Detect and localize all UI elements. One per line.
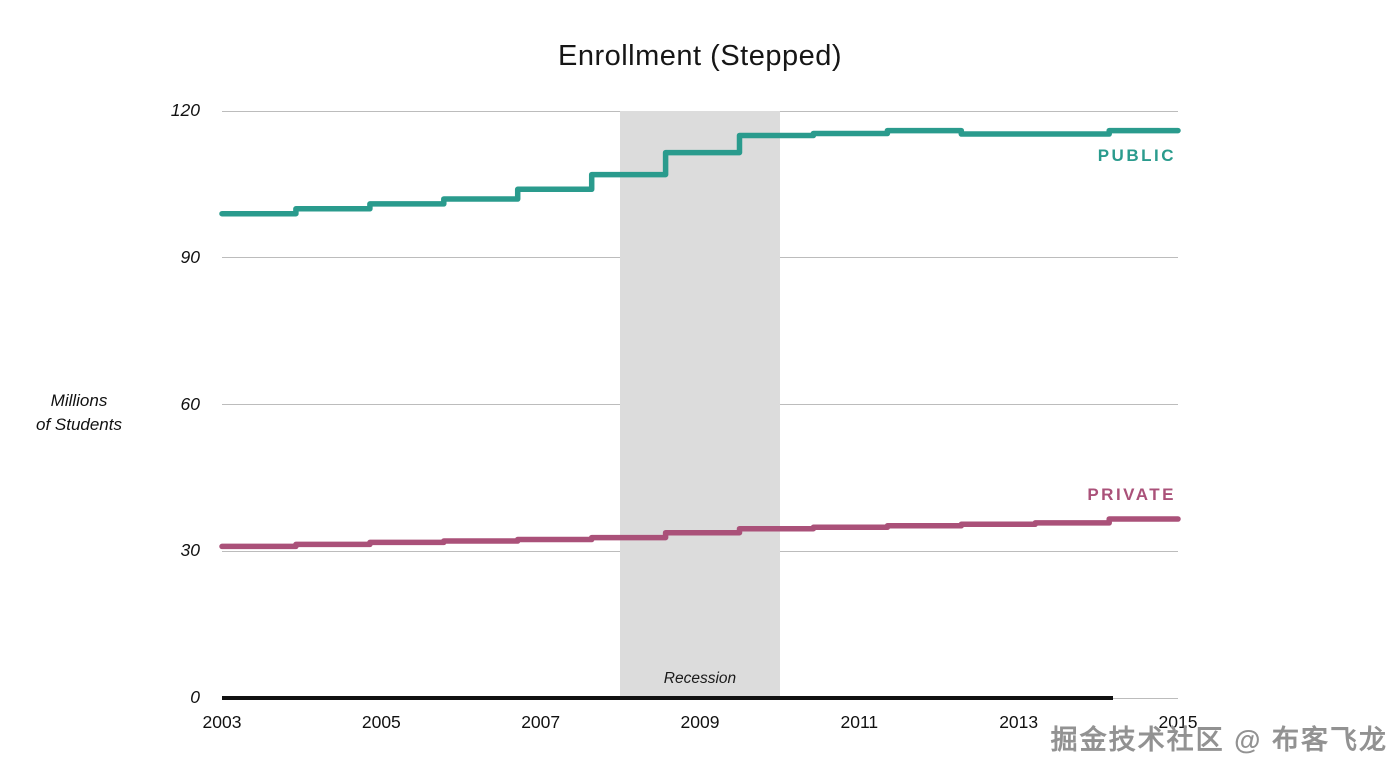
y-axis-tick-label: 120 <box>170 100 200 120</box>
y-axis-tick-label: 60 <box>180 393 200 414</box>
private-line <box>219 516 1181 550</box>
x-axis-tick-label: 2003 <box>202 712 242 732</box>
x-axis-tick-label: 2011 <box>840 712 879 732</box>
y-axis-title-line2: of Students <box>35 415 122 434</box>
plot-area: Recession PUBLIC PRIVATE <box>219 110 1181 699</box>
y-axis-title: Millions of Students <box>18 389 140 437</box>
watermark: 掘金技术社区 @ 布客飞龙 <box>1050 725 1388 755</box>
x-axis-line <box>222 696 1113 700</box>
y-axis-tick-label: 90 <box>180 246 200 267</box>
x-axis-tick-label: 2005 <box>361 712 401 732</box>
x-axis-tick-label: 2009 <box>680 712 720 732</box>
chart-title: Enrollment (Stepped) <box>557 40 843 72</box>
y-axis-tick-label: 30 <box>180 540 200 561</box>
series-label-public: PUBLIC <box>1097 145 1176 165</box>
step-lines-canvas <box>219 127 1181 550</box>
public-line <box>219 127 1181 217</box>
recession-label: Recession <box>663 670 737 687</box>
recession-band: Recession <box>620 111 780 698</box>
x-axis-tick-label: 2007 <box>521 712 561 732</box>
y-axis-tick-label: 0 <box>190 687 200 707</box>
y-axis-title-line1: Millions <box>50 391 108 410</box>
series-label-private: PRIVATE <box>1087 484 1176 504</box>
x-axis-tick-label: 2013 <box>999 712 1039 732</box>
x-axis-tick-label: 2015 <box>1158 712 1198 732</box>
